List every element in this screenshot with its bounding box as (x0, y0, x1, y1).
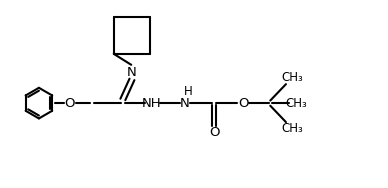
Text: N: N (127, 66, 137, 79)
Text: O: O (209, 126, 219, 139)
Text: O: O (238, 97, 248, 110)
Text: NH: NH (142, 97, 162, 110)
Text: O: O (65, 97, 75, 110)
Text: H: H (184, 85, 193, 98)
Text: CH₃: CH₃ (285, 97, 307, 110)
Text: CH₃: CH₃ (282, 71, 303, 84)
Text: N: N (180, 97, 190, 110)
Text: CH₃: CH₃ (282, 122, 303, 135)
